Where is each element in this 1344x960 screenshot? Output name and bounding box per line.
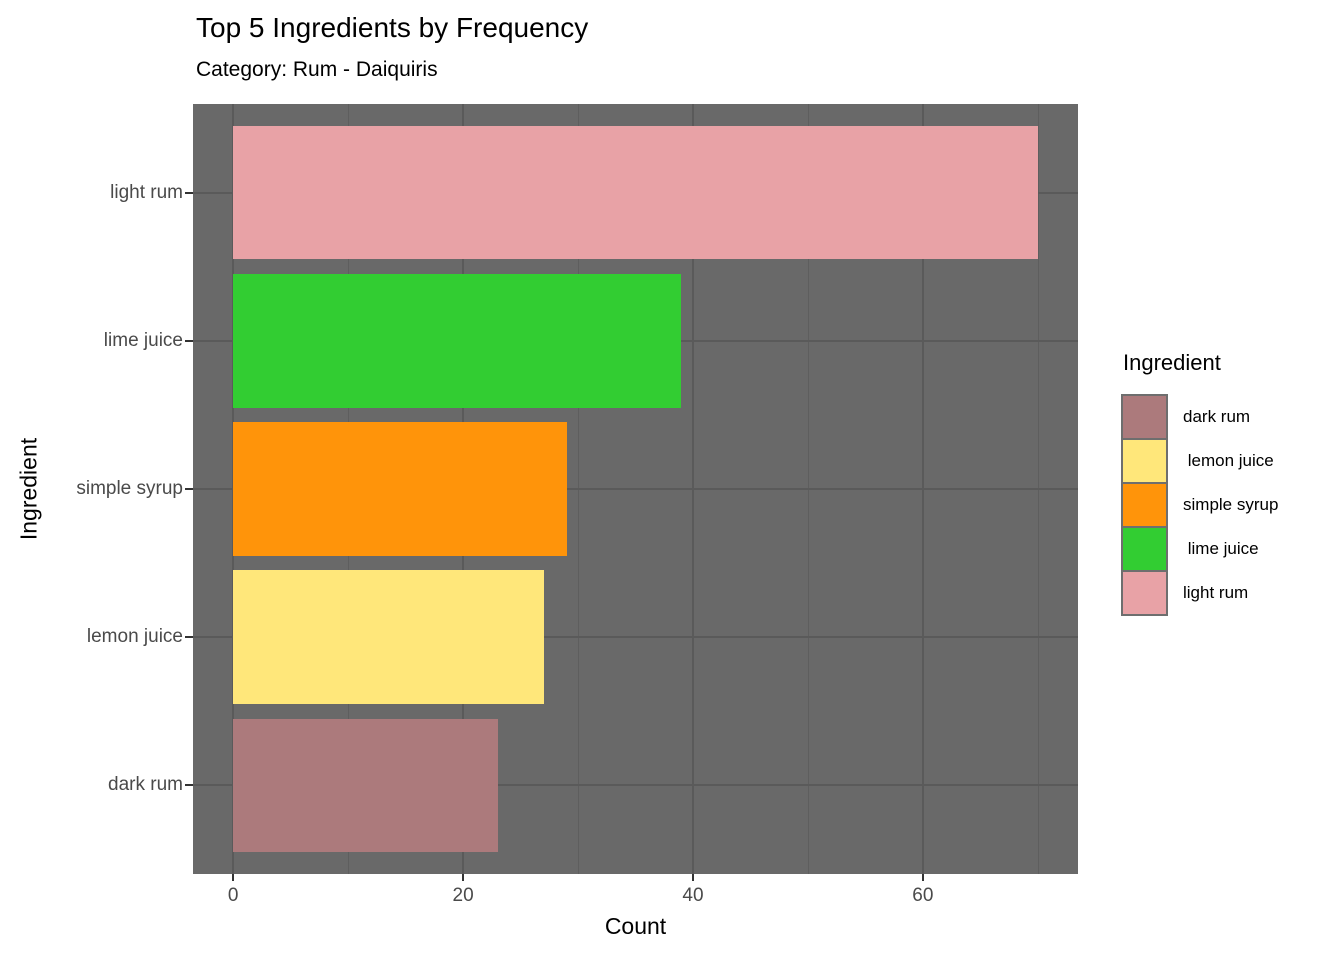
legend-label: lime juice — [1183, 539, 1259, 558]
plot-panel — [193, 104, 1078, 874]
y-axis-tick — [185, 191, 193, 194]
bar-lime-juice — [233, 274, 682, 408]
x-axis-tick — [232, 874, 235, 881]
legend-swatch — [1121, 570, 1168, 616]
x-tick-label: 40 — [682, 885, 704, 906]
y-tick-label: light rum — [110, 181, 183, 203]
legend-swatch — [1121, 482, 1168, 528]
bar-dark-rum — [233, 718, 498, 852]
x-tick-label: 20 — [452, 885, 474, 906]
x-axis-tick — [921, 874, 924, 881]
y-tick-label: dark rum — [108, 774, 183, 796]
x-tick-label: 0 — [227, 885, 239, 906]
legend-title: Ingredient — [1123, 350, 1221, 375]
legend-entries: dark rum lemon juice simple syrup lime ju… — [1121, 394, 1278, 616]
legend-swatch — [1121, 438, 1168, 484]
legend: Ingredient dark rum lemon juice simple sy… — [1121, 350, 1278, 616]
legend-label: light rum — [1183, 583, 1249, 602]
legend-entry-simple-syrup: simple syrup — [1121, 482, 1278, 528]
bar-simple-syrup — [233, 422, 567, 556]
y-tick-label: lime juice — [103, 329, 183, 351]
bar-light-rum — [233, 126, 1038, 260]
y-axis-tick — [185, 784, 193, 787]
legend-entry-lemon-juice: lemon juice — [1121, 438, 1278, 484]
legend-entry-lime-juice: lime juice — [1121, 526, 1278, 572]
legend-entry-light-rum: light rum — [1121, 570, 1278, 616]
legend-entry-dark-rum: dark rum — [1121, 394, 1278, 440]
legend-swatch — [1121, 526, 1168, 572]
legend-label: simple syrup — [1183, 495, 1279, 514]
legend-label: lemon juice — [1183, 451, 1274, 470]
legend-label: dark rum — [1183, 407, 1251, 426]
gridline-horizontal-major — [193, 636, 1078, 639]
legend-swatch — [1121, 394, 1168, 440]
y-tick-label: lemon juice — [86, 626, 183, 648]
y-tick-label: simple syrup — [76, 478, 183, 499]
x-axis-title: Count — [604, 913, 667, 939]
x-axis-tick — [691, 874, 694, 881]
y-axis-tick — [185, 636, 193, 639]
y-axis-tick — [185, 488, 193, 490]
bar-lemon-juice — [233, 570, 544, 704]
x-tick-label: 60 — [912, 885, 934, 906]
gridline-horizontal-major — [193, 488, 1078, 490]
y-axis-title: Ingredient — [15, 437, 42, 541]
chart-subtitle: Category: Rum - Daiquiris — [196, 58, 438, 81]
chart-title: Top 5 Ingredients by Frequency — [196, 12, 589, 43]
x-axis-tick — [462, 874, 465, 881]
gridline-horizontal-major — [193, 784, 1078, 787]
y-axis-tick — [185, 339, 193, 342]
